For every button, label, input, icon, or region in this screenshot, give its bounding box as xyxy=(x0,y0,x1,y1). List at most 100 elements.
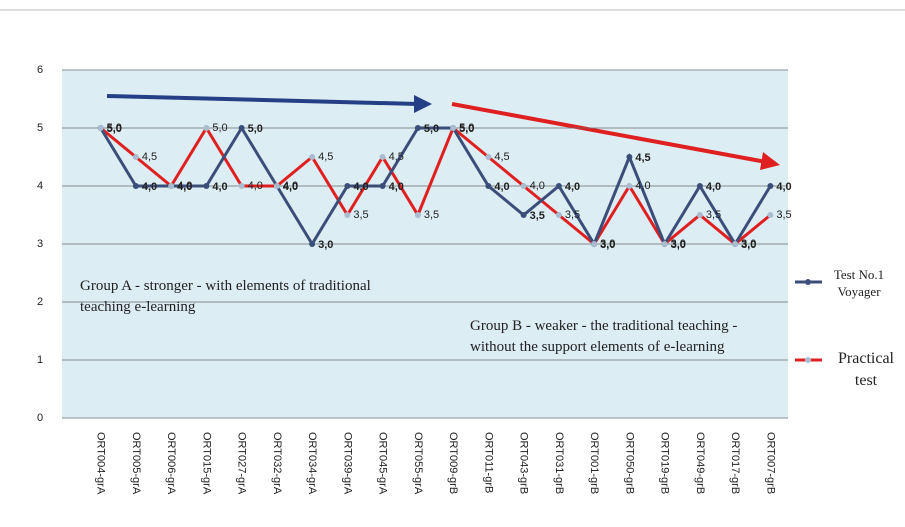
data-label: 4,0 xyxy=(389,181,404,193)
point xyxy=(555,212,562,218)
data-label: 4,0 xyxy=(635,180,650,192)
arrow-head xyxy=(414,95,432,113)
data-label: 4,5 xyxy=(318,151,333,163)
point xyxy=(767,212,774,218)
point xyxy=(344,212,351,218)
data-label: 3,5 xyxy=(424,209,439,221)
data-label: 5,0 xyxy=(459,122,474,134)
data-label: 5,0 xyxy=(424,123,439,135)
point xyxy=(591,241,598,247)
y-tick-label: 3 xyxy=(37,238,43,250)
series-line xyxy=(99,125,772,248)
point xyxy=(696,212,703,218)
data-label: 4,0 xyxy=(530,180,545,192)
x-tick-label: ORT015-grA xyxy=(200,432,212,495)
point xyxy=(485,183,492,189)
data-label: 4,5 xyxy=(494,151,509,163)
data-label: 5,0 xyxy=(107,123,122,135)
x-tick-label: ORT034-grA xyxy=(306,432,318,495)
data-label: 3,0 xyxy=(671,238,686,250)
legend-label: Test No.1 Voyager xyxy=(833,267,885,299)
x-tick-label: ORT019-grB xyxy=(659,432,671,494)
point xyxy=(97,125,104,131)
x-tick-label: ORT043-grB xyxy=(518,432,530,494)
data-label: 4,0 xyxy=(177,181,192,193)
x-tick-label: ORT031-grB xyxy=(553,432,565,494)
x-tick-label: ORT050-grB xyxy=(623,432,635,494)
legend-marker xyxy=(805,357,811,363)
data-label: 5,0 xyxy=(107,122,122,134)
point xyxy=(203,125,210,131)
arrow-head xyxy=(760,152,780,170)
point xyxy=(696,183,703,189)
point xyxy=(626,183,633,189)
data-label: 4,5 xyxy=(142,151,157,163)
point xyxy=(203,183,210,189)
point xyxy=(132,154,139,160)
data-label: 4,0 xyxy=(248,180,263,192)
point xyxy=(485,154,492,160)
annotation: Group B - weaker - the traditional teach… xyxy=(470,318,738,355)
x-tick-label: ORT017-grB xyxy=(729,432,741,494)
point xyxy=(273,183,280,189)
point xyxy=(732,241,739,247)
legend-marker xyxy=(805,279,811,285)
x-tick-label: ORT032-grA xyxy=(271,432,283,495)
data-label: 5,0 xyxy=(248,123,263,135)
data-label: 4,0 xyxy=(776,181,791,193)
point xyxy=(414,212,421,218)
data-label: 3,5 xyxy=(706,209,721,221)
x-tick-label: ORT055-grA xyxy=(412,432,424,495)
point xyxy=(520,212,527,218)
data-label: 4,0 xyxy=(142,181,157,193)
series-line xyxy=(99,125,772,247)
point xyxy=(132,183,139,189)
x-tick-label: ORT039-grA xyxy=(341,432,353,495)
x-tick-label: ORT049-grB xyxy=(694,432,706,494)
data-label: 4,5 xyxy=(635,152,650,164)
point xyxy=(309,241,316,247)
y-tick-label: 0 xyxy=(37,412,43,424)
data-label: 4,0 xyxy=(283,180,298,192)
point xyxy=(238,183,245,189)
data-label: 3,5 xyxy=(565,209,580,221)
data-label: 4,0 xyxy=(283,181,298,193)
data-label: 5,0 xyxy=(212,122,227,134)
data-label: 3,5 xyxy=(776,209,791,221)
x-tick-label: ORT011-grB xyxy=(482,432,494,493)
data-label: 3,0 xyxy=(600,238,615,250)
point xyxy=(767,183,774,189)
x-tick-label: ORT045-grA xyxy=(377,432,389,495)
data-label: 4,0 xyxy=(177,180,192,192)
point xyxy=(450,125,457,131)
x-tick-label: ORT005-grA xyxy=(130,432,142,495)
data-label: 3,0 xyxy=(671,239,686,251)
y-tick-label: 2 xyxy=(37,296,43,308)
data-label: 4,5 xyxy=(389,151,404,163)
x-tick-label: ORT001-grB xyxy=(588,432,600,494)
point xyxy=(520,183,527,189)
data-label: 5,0 xyxy=(459,123,474,135)
data-label: 3,0 xyxy=(600,239,615,251)
data-label: 4,0 xyxy=(212,181,227,193)
annotation: Group A - stronger - with elements of tr… xyxy=(80,278,371,315)
x-tick-label: ORT007-grB xyxy=(764,432,776,494)
data-label: 3,5 xyxy=(530,210,545,222)
x-tick-label: ORT027-grA xyxy=(236,432,248,495)
data-label: 3,0 xyxy=(741,239,756,251)
point xyxy=(168,183,175,189)
data-label: 4,0 xyxy=(565,181,580,193)
data-label: 4,0 xyxy=(353,181,368,193)
x-tick-label: ORT009-grB xyxy=(447,432,459,494)
point xyxy=(626,154,633,160)
data-label: 3,0 xyxy=(741,238,756,250)
data-label: 4,0 xyxy=(494,181,509,193)
x-tick-label: ORT004-grA xyxy=(95,432,107,495)
arrow xyxy=(106,94,419,106)
y-tick-label: 6 xyxy=(37,64,43,76)
y-tick-label: 5 xyxy=(37,122,43,134)
data-label: 3,5 xyxy=(353,209,368,221)
trend-arrows xyxy=(106,94,780,170)
point xyxy=(309,154,316,160)
